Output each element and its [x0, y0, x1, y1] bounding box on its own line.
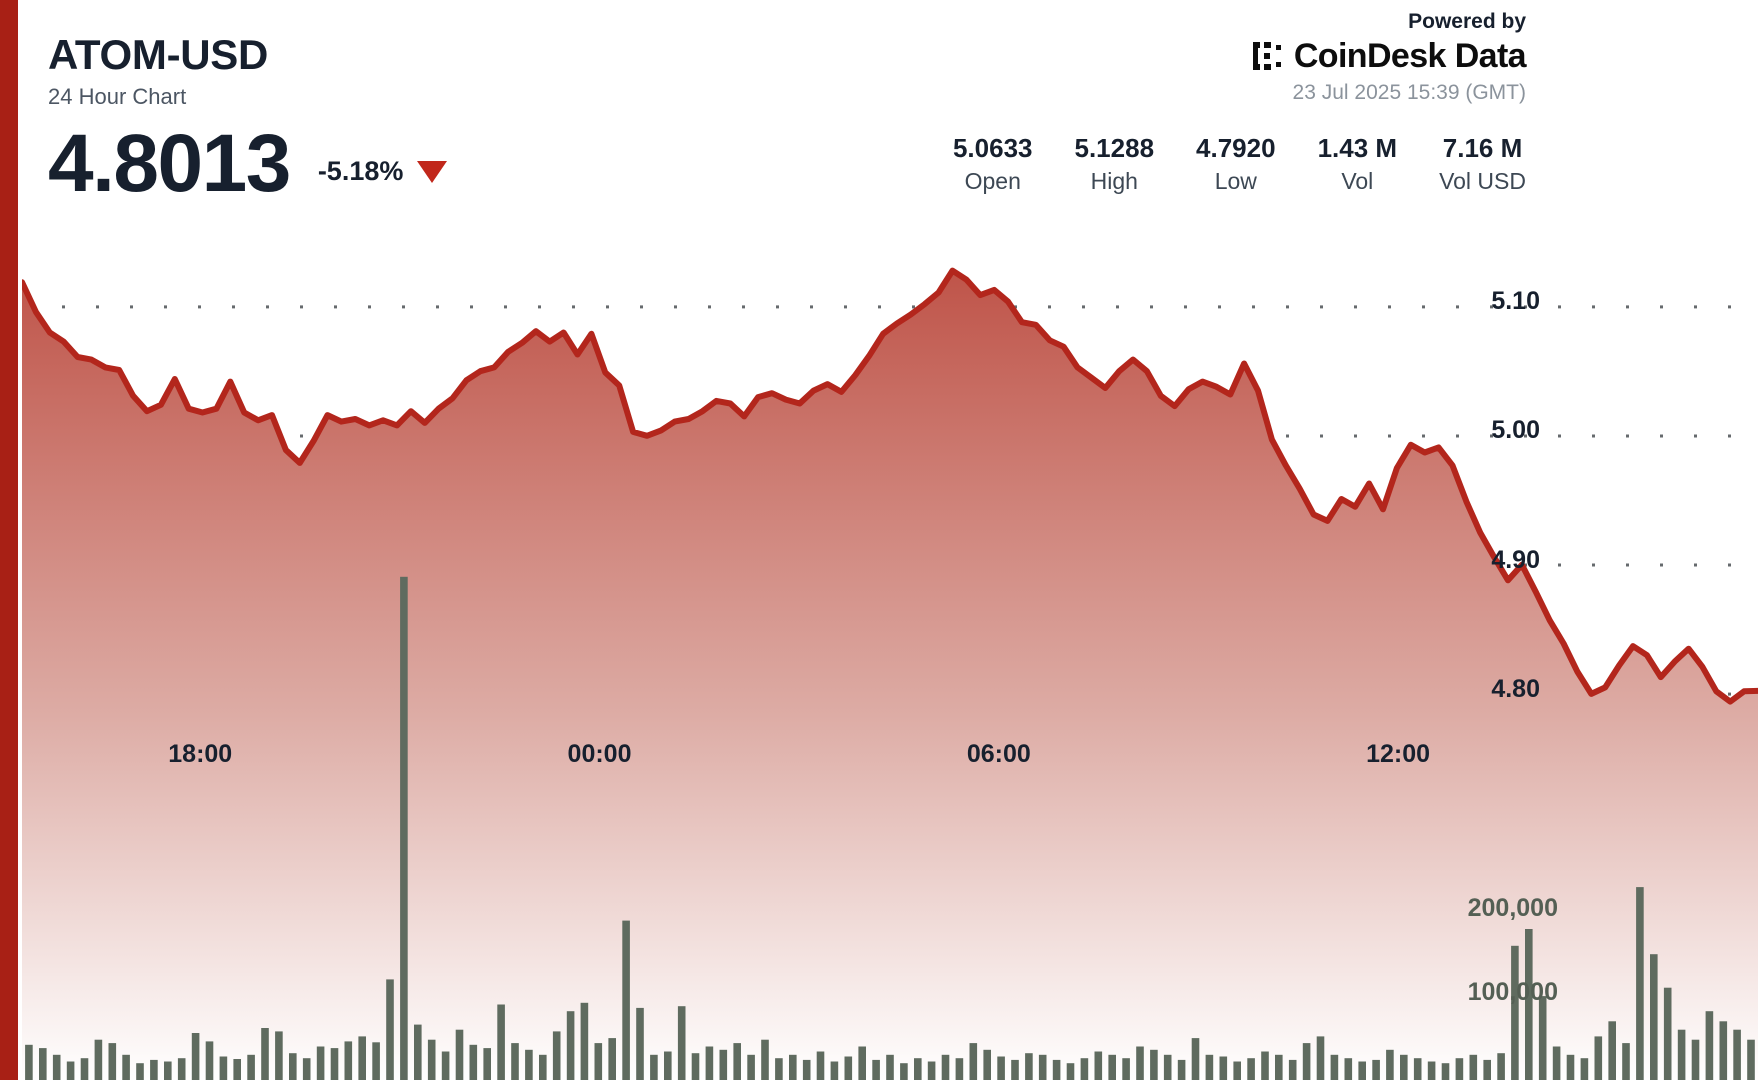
time-axis-tick: 06:00	[966, 740, 1031, 768]
stat-value: 5.0633	[952, 133, 1033, 163]
price-axis-tick: 4.80	[1491, 674, 1540, 703]
powered-by-block: Powered by CoinDesk Data 23 Jul 2025 15:…	[1206, 10, 1527, 105]
time-axis-tick: 18:00	[168, 740, 233, 768]
stat-label: Low	[1214, 167, 1257, 194]
stat-label: Vol	[1341, 167, 1374, 194]
price-change-block: -5.18%	[318, 156, 448, 187]
stat-vol: 1.43 M Vol	[1318, 134, 1398, 195]
chart-header: ATOM-USD 24 Hour Chart 4.8013 -5.18% Pow…	[0, 0, 1758, 232]
stat-open: 5.0633 Open	[953, 134, 1033, 195]
last-price: 4.8013	[48, 118, 291, 209]
volume-bars	[25, 576, 1755, 1080]
stat-value: 4.7920	[1196, 133, 1276, 163]
timestamp: 23 Jul 2025 15:39 (GMT)	[1292, 81, 1526, 105]
price-axis-tick: 4.90	[1491, 545, 1540, 574]
arrow-down-icon	[417, 160, 448, 183]
powered-by-label: Powered by	[1408, 10, 1526, 33]
volume-axis-tick: 100,000	[1467, 978, 1558, 1007]
stat-value: 1.43 M	[1317, 133, 1398, 163]
page-title: ATOM-USD	[48, 31, 269, 78]
instrument-block: ATOM-USD 24 Hour Chart	[48, 34, 268, 108]
price-area	[22, 270, 1758, 1080]
stat-value: 7.16 M	[1442, 133, 1523, 163]
price-axis-tick: 5.00	[1491, 416, 1540, 445]
stat-value: 5.1288	[1074, 133, 1155, 163]
stat-label: Open	[964, 167, 1021, 194]
chart-canvas	[22, 267, 1758, 1080]
ohlcv-stats: 5.0633 Open 5.1288 High 4.7920 Low 1.43 M Vol 7.…	[953, 134, 1526, 195]
stat-high: 5.1288 High	[1075, 134, 1155, 195]
price-volume-chart: 5.10 5.00 4.90 4.80 200,000 100,000 18:00 00:00…	[22, 0, 1758, 1080]
time-axis-tick: 12:00	[1366, 740, 1431, 768]
stat-label: Vol USD	[1439, 167, 1526, 194]
coindesk-logo-icon	[1252, 42, 1281, 71]
change-percent: -5.18%	[317, 156, 404, 187]
price-line	[22, 267, 1758, 705]
volume-axis-tick: 200,000	[1467, 894, 1558, 923]
accent-bar-separator	[18, 0, 22, 1080]
price-axis-tick: 5.10	[1491, 287, 1540, 316]
stat-label: High	[1090, 167, 1138, 194]
chart-subtitle: 24 Hour Chart	[48, 84, 187, 109]
time-axis-tick: 00:00	[567, 740, 632, 768]
brand-row: CoinDesk Data	[1206, 37, 1527, 76]
left-accent-bar	[0, 0, 18, 1080]
brand-name: CoinDesk Data	[1293, 37, 1527, 76]
stat-vol-usd: 7.16 M Vol USD	[1439, 134, 1526, 195]
price-block: 4.8013 -5.18%	[48, 118, 448, 209]
stat-low: 4.7920 Low	[1196, 134, 1276, 195]
